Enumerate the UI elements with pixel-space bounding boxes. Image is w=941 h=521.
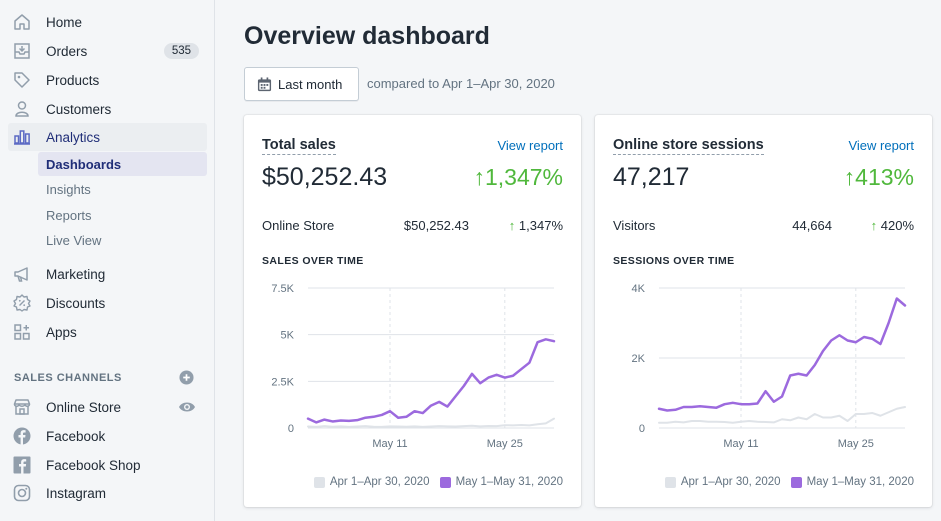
x-tick-label: May 11: [723, 438, 758, 450]
breakdown-label: Online Store: [262, 218, 335, 233]
legend-label-current: May 1–May 31, 2020: [806, 476, 914, 488]
y-tick-label: 2K: [632, 353, 646, 365]
series-line-previous: [307, 417, 555, 428]
tag-icon: [14, 72, 30, 88]
sidebar-item-label: Facebook Shop: [46, 457, 141, 473]
breakdown-change: ↑ 1,347%: [509, 218, 563, 233]
sidebar-item-label: Orders: [46, 43, 88, 59]
sidebar-item-marketing[interactable]: Marketing: [8, 260, 207, 288]
breakdown-change: ↑ 420%: [871, 218, 914, 233]
metric-change: ↑413%: [843, 164, 914, 190]
y-tick-label: 4K: [632, 283, 646, 295]
breakdown-change-value: 420%: [880, 218, 914, 233]
sidebar-item-label: Home: [46, 14, 83, 30]
card-title[interactable]: Online store sessions: [613, 137, 764, 155]
sidebar-item-facebook[interactable]: Facebook: [8, 422, 207, 450]
facebook-shop-icon: [13, 456, 31, 474]
person-icon: [15, 101, 29, 117]
x-tick-label: May 25: [838, 438, 874, 450]
sidebar-item-label: Discounts: [46, 295, 106, 311]
sidebar-item-orders[interactable]: Orders 535: [8, 37, 207, 65]
eye-icon[interactable]: [178, 400, 196, 414]
legend-swatch-previous: [313, 476, 325, 488]
sidebar-item-label: Analytics: [46, 129, 101, 145]
series-line-current: [306, 338, 556, 424]
sidebar-item-label: Apps: [46, 324, 77, 340]
sales-channels-heading: SALES CHANNELS: [14, 372, 122, 384]
up-arrow-icon: ↑: [508, 218, 516, 233]
compare-text: compared to Apr 1–Apr 30, 2020: [367, 76, 555, 91]
x-tick-label: May 11: [372, 438, 407, 450]
chart-legend: Apr 1–Apr 30, 2020 May 1–May 31, 2020: [664, 476, 914, 488]
sessions-over-time-chart: 0 2K 4K May 11 May 25: [632, 283, 907, 450]
sidebar-subitem-dashboards[interactable]: Dashboards: [38, 152, 207, 176]
sidebar-item-facebook-shop[interactable]: Facebook Shop: [8, 451, 207, 479]
apps-icon: [14, 324, 30, 340]
legend-label-previous: Apr 1–Apr 30, 2020: [329, 476, 430, 488]
sidebar-item-products[interactable]: Products: [8, 66, 207, 94]
breakdown-value: $50,252.43: [403, 218, 469, 233]
view-report-link[interactable]: View report: [848, 138, 914, 153]
sidebar-item-analytics[interactable]: Analytics: [8, 123, 207, 151]
discount-icon: [13, 294, 31, 312]
sidebar-subitem-live-view[interactable]: Live View: [46, 232, 102, 248]
sidebar-item-label: Instagram: [46, 485, 107, 501]
page-title: Overview dashboard: [244, 22, 490, 50]
series-line-previous: [658, 406, 906, 424]
home-icon: [14, 14, 30, 30]
breakdown-value: 44,664: [792, 218, 832, 233]
sidebar-subitem-reports[interactable]: Reports: [46, 207, 92, 223]
series-line-current: [657, 297, 907, 412]
y-tick-label: 7.5K: [271, 283, 294, 295]
legend-swatch-current: [790, 476, 802, 488]
date-range-button[interactable]: Last month: [244, 67, 359, 101]
metric-value: 47,217: [613, 163, 690, 191]
y-tick-label: 0: [288, 423, 294, 435]
breakdown-label: Visitors: [613, 218, 656, 233]
chart-legend: Apr 1–Apr 30, 2020 May 1–May 31, 2020: [313, 476, 563, 488]
chart-title: SESSIONS OVER TIME: [613, 255, 735, 267]
megaphone-icon: [14, 267, 28, 282]
sidebar: Home Orders 535 Products Customers Analy…: [0, 0, 215, 521]
y-tick-label: 0: [639, 423, 645, 435]
metric-change: ↑1,347%: [473, 164, 563, 190]
sales-over-time-chart: 0 2.5K 5K 7.5K May 11 May 25: [271, 283, 556, 450]
sidebar-item-discounts[interactable]: Discounts: [8, 289, 207, 317]
store-icon: [13, 399, 31, 415]
metric-value: $50,252.43: [262, 163, 388, 191]
y-tick-label: 5K: [281, 330, 295, 342]
sidebar-item-apps[interactable]: Apps: [8, 318, 207, 346]
add-channel-icon[interactable]: [179, 370, 194, 385]
legend-label-current: May 1–May 31, 2020: [455, 476, 563, 488]
legend-swatch-previous: [664, 476, 676, 488]
sidebar-item-label: Online Store: [46, 399, 122, 415]
online-store-sessions-card: Online store sessions View report 47,217…: [595, 115, 932, 507]
calendar-icon: [257, 77, 272, 92]
sidebar-item-customers[interactable]: Customers: [8, 95, 207, 123]
orders-icon: [14, 43, 30, 59]
sidebar-item-label: Customers: [46, 101, 112, 117]
chart-title: SALES OVER TIME: [262, 255, 364, 267]
legend-label-previous: Apr 1–Apr 30, 2020: [680, 476, 781, 488]
breakdown-change-value: 1,347%: [518, 218, 563, 233]
facebook-icon: [13, 427, 31, 445]
sidebar-item-label: Facebook: [46, 428, 106, 444]
sidebar-item-label: Marketing: [46, 266, 106, 282]
orders-count-badge: 535: [163, 43, 199, 59]
sidebar-item-label: Products: [46, 72, 100, 88]
sidebar-item-online-store[interactable]: Online Store: [8, 393, 207, 421]
up-arrow-icon: ↑: [870, 218, 878, 233]
card-title[interactable]: Total sales: [262, 137, 336, 155]
sidebar-item-instagram[interactable]: Instagram: [8, 479, 207, 507]
total-sales-card: Total sales View report $50,252.43 ↑1,34…: [244, 115, 581, 507]
instagram-icon: [13, 484, 31, 502]
y-tick-label: 2.5K: [271, 376, 294, 388]
legend-swatch-current: [439, 476, 451, 488]
date-range-label: Last month: [278, 76, 343, 92]
view-report-link[interactable]: View report: [497, 138, 563, 153]
sidebar-subitem-insights[interactable]: Insights: [46, 181, 91, 197]
x-tick-label: May 25: [487, 438, 523, 450]
bar-chart-icon: [14, 130, 30, 145]
sidebar-item-home[interactable]: Home: [8, 8, 207, 36]
